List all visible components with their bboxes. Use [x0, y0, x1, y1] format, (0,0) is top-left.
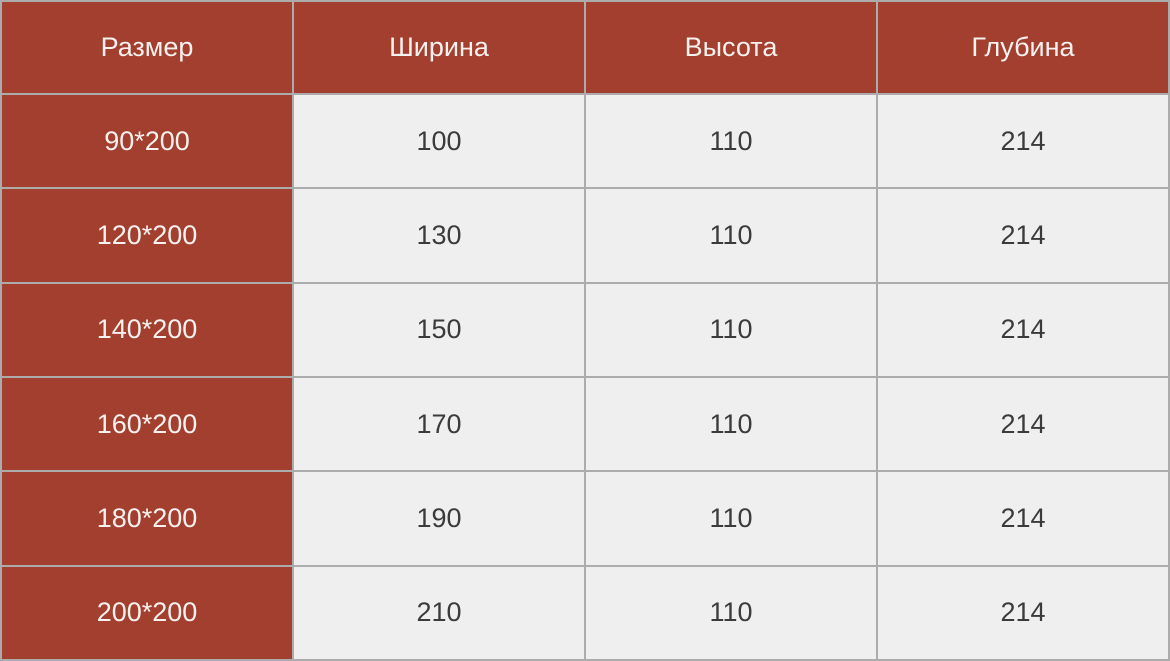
table-row: 140*200 150 110 214 — [0, 281, 1170, 378]
column-header-width: Ширина — [292, 0, 586, 95]
depth-cell: 214 — [876, 375, 1170, 473]
width-cell: 170 — [292, 375, 586, 473]
header-row: Размер Ширина Высота Глубина — [0, 0, 1170, 95]
depth-cell: 214 — [876, 92, 1170, 190]
column-header-height: Высота — [584, 0, 878, 95]
table-body: 90*200 100 110 214 120*200 130 110 214 1… — [0, 92, 1170, 661]
column-header-depth: Глубина — [876, 0, 1170, 95]
width-cell: 190 — [292, 470, 586, 567]
size-cell: 200*200 — [0, 564, 294, 661]
width-cell: 150 — [292, 281, 586, 378]
depth-cell: 214 — [876, 564, 1170, 661]
depth-cell: 214 — [876, 281, 1170, 378]
depth-cell: 214 — [876, 470, 1170, 567]
height-cell: 110 — [584, 375, 878, 473]
table-row: 180*200 190 110 214 — [0, 470, 1170, 567]
table-row: 90*200 100 110 214 — [0, 92, 1170, 190]
height-cell: 110 — [584, 564, 878, 661]
height-cell: 110 — [584, 187, 878, 284]
size-cell: 180*200 — [0, 470, 294, 567]
height-cell: 110 — [584, 92, 878, 190]
width-cell: 210 — [292, 564, 586, 661]
width-cell: 100 — [292, 92, 586, 190]
width-cell: 130 — [292, 187, 586, 284]
height-cell: 110 — [584, 281, 878, 378]
table-header: Размер Ширина Высота Глубина — [0, 0, 1170, 95]
table-row: 200*200 210 110 214 — [0, 564, 1170, 661]
height-cell: 110 — [584, 470, 878, 567]
table-row: 160*200 170 110 214 — [0, 375, 1170, 473]
depth-cell: 214 — [876, 187, 1170, 284]
size-cell: 140*200 — [0, 281, 294, 378]
column-header-size: Размер — [0, 0, 294, 95]
size-cell: 90*200 — [0, 92, 294, 190]
size-cell: 160*200 — [0, 375, 294, 473]
table-row: 120*200 130 110 214 — [0, 187, 1170, 284]
size-cell: 120*200 — [0, 187, 294, 284]
